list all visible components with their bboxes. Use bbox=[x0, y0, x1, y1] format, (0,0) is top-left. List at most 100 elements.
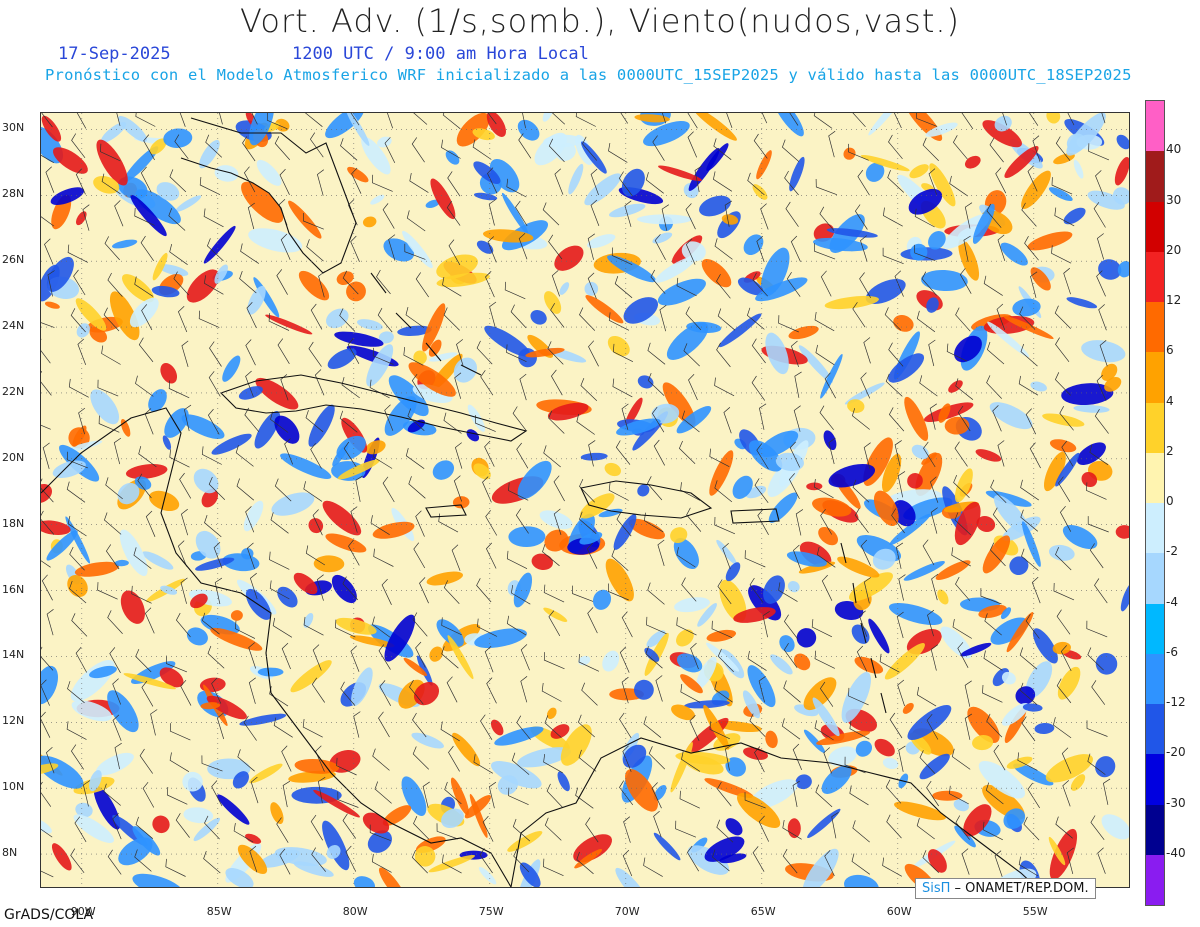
wind-barb bbox=[587, 607, 598, 634]
vorticity-cell bbox=[175, 195, 202, 212]
vorticity-cell bbox=[954, 501, 981, 546]
wind-barb bbox=[914, 244, 936, 262]
wind-barb bbox=[608, 583, 629, 601]
wind-barb bbox=[208, 371, 221, 397]
wind-barb bbox=[379, 680, 392, 706]
vorticity-cell bbox=[50, 187, 85, 205]
vorticity-cell bbox=[560, 724, 592, 766]
wind-barb bbox=[41, 154, 54, 164]
wind-barb bbox=[1019, 306, 1036, 330]
wind-barb bbox=[676, 617, 697, 636]
vorticity-cell bbox=[543, 607, 568, 622]
wind-barb bbox=[100, 143, 121, 162]
wind-barb bbox=[103, 512, 122, 535]
vorticity-cell bbox=[1034, 722, 1055, 735]
wind-barb bbox=[510, 304, 527, 329]
wind-barb bbox=[816, 546, 836, 568]
wind-barb bbox=[722, 542, 731, 570]
wind-barb bbox=[405, 448, 425, 469]
wind-barb bbox=[169, 723, 191, 741]
credit-org: – ONAMET/REP.DOM. bbox=[950, 881, 1089, 896]
vorticity-cell bbox=[326, 845, 341, 859]
wind-barb bbox=[45, 746, 55, 774]
wind-barb bbox=[413, 816, 430, 840]
color-scale-label: -40 bbox=[1166, 845, 1186, 860]
wind-barb bbox=[77, 338, 87, 366]
vorticity-cell bbox=[1013, 763, 1054, 786]
wind-barb bbox=[376, 269, 391, 295]
color-scale-segment bbox=[1146, 653, 1164, 704]
vorticity-cell bbox=[542, 113, 554, 122]
wind-barb bbox=[204, 275, 224, 295]
vorticity-cell bbox=[807, 808, 841, 839]
vorticity-cell bbox=[322, 500, 362, 536]
wind-barb bbox=[648, 746, 666, 770]
vorticity-cell bbox=[820, 353, 843, 399]
vorticity-cell bbox=[142, 551, 174, 570]
wind-barb bbox=[579, 511, 597, 534]
vorticity-cell bbox=[637, 484, 650, 497]
vorticity-cell bbox=[718, 313, 762, 348]
vorticity-cell bbox=[1045, 754, 1093, 783]
vorticity-cell bbox=[456, 113, 490, 147]
wind-barb bbox=[963, 235, 971, 262]
lat-label: 10N bbox=[2, 780, 25, 794]
wind-barb bbox=[180, 679, 192, 706]
vorticity-cell bbox=[550, 724, 570, 739]
wind-barb bbox=[986, 341, 1005, 365]
vorticity-cell bbox=[653, 784, 667, 801]
wind-barb bbox=[448, 239, 461, 266]
wind-barb bbox=[753, 133, 768, 159]
wind-barb bbox=[620, 113, 628, 124]
wind-barb bbox=[486, 677, 497, 704]
wind-barb bbox=[239, 270, 257, 294]
wind-barb bbox=[686, 507, 702, 532]
lat-label: 24N bbox=[2, 319, 25, 333]
wind-barb bbox=[647, 372, 665, 396]
wind-barb bbox=[954, 512, 972, 536]
vorticity-cell bbox=[325, 113, 365, 139]
wind-barb bbox=[955, 576, 971, 601]
vorticity-cell bbox=[826, 228, 878, 238]
vorticity-cell bbox=[884, 643, 925, 680]
wind-barb bbox=[203, 850, 221, 874]
wind-barb bbox=[852, 479, 870, 503]
wind-barb bbox=[1021, 548, 1039, 571]
wind-barb bbox=[618, 171, 633, 197]
wind-barb bbox=[373, 448, 393, 469]
wind-barb bbox=[578, 653, 600, 672]
vorticity-cell bbox=[489, 158, 520, 193]
vorticity-cell bbox=[89, 665, 117, 679]
wind-barb bbox=[919, 750, 936, 774]
vorticity-cell bbox=[928, 231, 946, 250]
wind-barb bbox=[778, 582, 798, 602]
vorticity-cell bbox=[1104, 376, 1122, 392]
vorticity-cell bbox=[709, 450, 734, 496]
wind-barb bbox=[751, 375, 766, 401]
wind-barb bbox=[781, 139, 800, 162]
wind-barb bbox=[886, 814, 902, 839]
wind-barb bbox=[747, 172, 765, 196]
wind-barb bbox=[647, 342, 666, 365]
wind-barb bbox=[485, 271, 495, 298]
vorticity-cell bbox=[719, 579, 747, 622]
color-scale-label: -30 bbox=[1166, 795, 1186, 810]
wind-barb bbox=[587, 233, 596, 260]
wind-barb bbox=[608, 312, 630, 331]
wind-barb bbox=[713, 171, 733, 192]
wind-barb bbox=[687, 113, 698, 129]
wind-barb bbox=[415, 510, 425, 537]
vorticity-cell bbox=[944, 416, 970, 435]
wind-barb bbox=[381, 578, 392, 605]
wind-barb bbox=[412, 612, 428, 637]
wind-barb bbox=[860, 539, 871, 566]
vorticity-cell bbox=[378, 867, 406, 887]
wind-barb bbox=[854, 204, 868, 230]
vorticity-cell bbox=[186, 627, 208, 646]
wind-barb bbox=[611, 548, 629, 572]
wind-barb bbox=[41, 646, 54, 671]
wind-barb bbox=[581, 682, 598, 706]
wind-barb bbox=[588, 340, 599, 367]
color-scale-label: 0 bbox=[1166, 494, 1174, 508]
vorticity-cell bbox=[117, 482, 140, 505]
